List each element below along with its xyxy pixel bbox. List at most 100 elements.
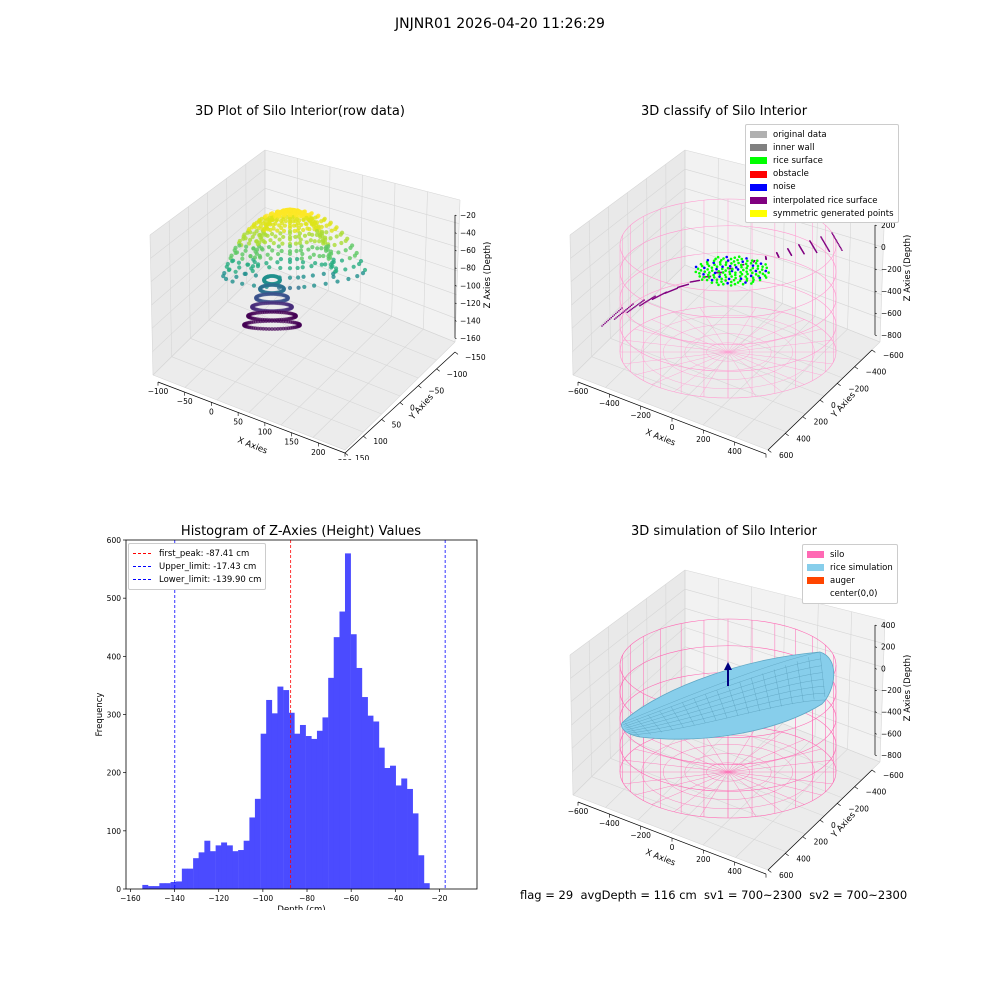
histogram-bar [390,765,396,889]
data-point [278,265,283,271]
interpolated-point [642,300,644,302]
y-tick [418,385,422,389]
histogram-bar [277,686,284,889]
rice-surface-point [722,257,725,260]
data-point [338,232,343,237]
data-point [278,326,283,331]
data-point [315,246,320,251]
x-tick-label: 0 [670,423,675,432]
y-tick [399,402,404,406]
data-point [313,260,318,266]
rice-surface-point [751,271,754,275]
legend-entry: noise [750,181,894,194]
data-point [278,231,283,236]
data-point [331,271,336,276]
interpolated-point [623,310,626,312]
side-pane [150,150,265,375]
legend-label: auger [830,575,855,586]
rice-mesh-line [623,658,821,725]
legend-swatch [750,131,767,139]
interpolated-point [664,292,666,294]
y-tick [363,435,367,439]
x-tick-label: 200 [311,448,326,457]
rice-surface-point [703,266,706,270]
grid-line [879,199,886,343]
rice-surface-point [698,275,702,278]
y-tick-label: −600 [883,351,904,360]
interpolated-point [640,304,642,306]
data-point [286,295,290,300]
rice-surface-point [764,269,768,273]
interpolated-point [653,296,655,298]
rice-surface-point [706,262,709,266]
data-point [302,233,308,238]
rice-surface-point [756,267,760,270]
rice-surface-point [715,278,719,281]
classify-plot-title: 3D classify of Silo Interior [640,104,808,119]
z-tick-label: −800 [881,751,902,760]
silo-floor-spoke [651,319,729,353]
y-axis-label: Frequency [95,693,105,737]
rice-surface-point [717,283,720,287]
data-point [292,208,297,213]
data-point [251,283,257,288]
data-point [343,238,348,244]
data-point [293,241,299,246]
interpolated-point [601,325,603,327]
rice-surface-point [728,272,732,276]
x-tick-label: 400 [728,867,743,876]
y-tick-label: 500 [107,594,122,603]
data-point [282,286,286,291]
data-point [265,252,270,257]
interpolated-point [643,301,646,304]
interpolated-point [828,250,831,253]
data-point [265,227,270,232]
rice-surface-point [745,277,749,280]
x-tick-label: 150 [284,438,299,447]
data-point [291,219,296,224]
interpolated-point [838,244,840,246]
data-point [332,242,337,248]
silo-floor-spoke [727,771,805,805]
x-tick-label: −160 [120,894,141,903]
z-tick-label: −600 [881,309,902,318]
rice-surface-point [739,263,743,267]
z-tick [874,312,877,315]
data-point [321,241,326,246]
interpolated-point [832,234,835,237]
rice-surface-point [764,276,768,279]
rice-surface-point [738,275,742,278]
rice-surface-point [759,262,763,265]
interpolated-point [649,298,652,300]
data-point [225,261,230,267]
interpolated-point [630,308,632,311]
interpolated-point [837,242,839,245]
rice-surface-point [734,273,737,277]
data-point [275,327,280,331]
rice-surface-point [720,267,724,271]
x-tick-label: −400 [599,399,620,408]
z-tick-label: −200 [881,686,902,695]
interpolated-point [619,313,622,316]
data-point [299,256,304,261]
interpolated-point [632,306,635,309]
rice-surface-point [717,270,721,273]
interpolated-point [651,298,654,301]
data-point [261,326,266,331]
y-tick [767,449,772,453]
histogram-legend: first_peak: -87.41 cm Upper_limit: -17.4… [128,543,267,590]
rice-surface-point [694,265,698,269]
data-point [287,275,293,280]
data-point [279,248,284,254]
legend-swatch [750,170,767,178]
z-tick-label: −40 [460,229,476,238]
histogram-bar [232,851,239,889]
rice-surface-point [718,273,722,276]
back-pane [265,150,460,342]
interpolated-point [638,303,640,305]
data-point [223,276,229,282]
interpolated-point [635,304,638,307]
histogram-bar [395,785,402,889]
legend-swatch [750,210,767,218]
rice-surface-point [745,257,748,260]
